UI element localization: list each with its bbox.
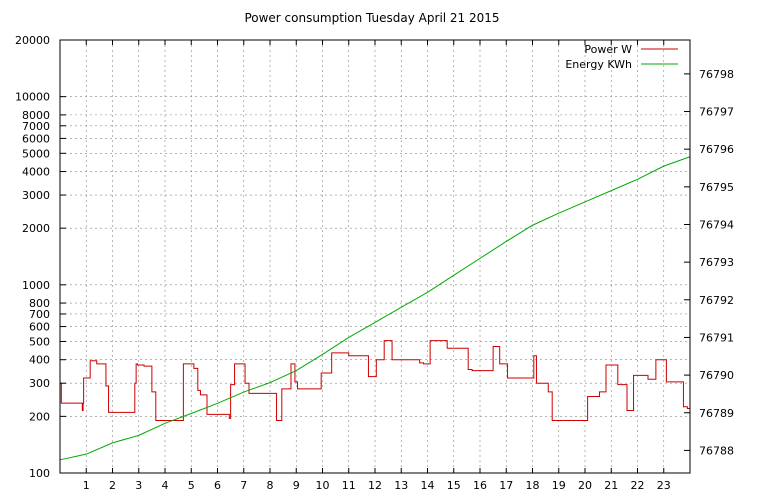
- y-tick-label: 8000: [22, 109, 50, 122]
- x-tick-label: 22: [631, 479, 645, 492]
- x-tick-label: 16: [473, 479, 487, 492]
- y2-tick-label: 76791: [699, 331, 734, 344]
- y-tick-label: 100: [29, 467, 50, 480]
- x-tick-label: 8: [267, 479, 274, 492]
- x-tick-label: 1: [83, 479, 90, 492]
- x-tick-label: 5: [188, 479, 195, 492]
- y2-tick-label: 76788: [699, 444, 734, 457]
- y-tick-label: 1000: [22, 279, 50, 292]
- y-tick-label: 300: [29, 377, 50, 390]
- y-tick-label: 4000: [22, 166, 50, 179]
- x-tick-label: 17: [499, 479, 513, 492]
- y-tick-label: 500: [29, 335, 50, 348]
- grid: [60, 40, 690, 473]
- legend-label: Power W: [584, 43, 632, 56]
- x-tick-label: 12: [368, 479, 382, 492]
- y2-tick-label: 76792: [699, 294, 734, 307]
- y-tick-label: 6000: [22, 132, 50, 145]
- y-tick-label: 200: [29, 410, 50, 423]
- legend-label: Energy KWh: [565, 58, 632, 71]
- x-tick-label: 2: [109, 479, 116, 492]
- y2-tick-label: 76790: [699, 369, 734, 382]
- x-tick-label: 6: [214, 479, 221, 492]
- y-tick-label: 600: [29, 321, 50, 334]
- y2-tick-label: 76789: [699, 407, 734, 420]
- y-tick-label: 2000: [22, 222, 50, 235]
- x-tick-label: 10: [316, 479, 330, 492]
- y-tick-label: 400: [29, 354, 50, 367]
- series-layer: [59, 156, 691, 461]
- power-w-line: [60, 340, 691, 422]
- x-tick-label: 7: [240, 479, 247, 492]
- y-tick-label: 7000: [22, 120, 50, 133]
- y-tick-label: 800: [29, 297, 50, 310]
- x-tick-label: 14: [421, 479, 435, 492]
- y2-tick-label: 76795: [699, 181, 734, 194]
- y-tick-label: 3000: [22, 189, 50, 202]
- y-tick-label: 20000: [15, 34, 50, 47]
- x-tick-label: 23: [657, 479, 671, 492]
- y-tick-label: 10000: [15, 91, 50, 104]
- x-tick-label: 11: [342, 479, 356, 492]
- y2-tick-label: 76797: [699, 106, 734, 119]
- x-tick-label: 20: [578, 479, 592, 492]
- x-tick-label: 4: [162, 479, 169, 492]
- y2-tick-label: 76793: [699, 256, 734, 269]
- y2-tick-label: 76794: [699, 218, 734, 231]
- x-tick-label: 19: [552, 479, 566, 492]
- y-tick-label: 5000: [22, 147, 50, 160]
- y2-tick-label: 76796: [699, 143, 734, 156]
- legend: Power W Energy KWh: [565, 43, 678, 71]
- x-tick-label: 18: [526, 479, 540, 492]
- x-tick-label: 9: [293, 479, 300, 492]
- ticks: 1 2 3 4 5 6 7 8 9 10 11 12 13 14 15 16 17 18 19 20 21 22 23100…: [15, 34, 734, 492]
- x-tick-label: 21: [604, 479, 618, 492]
- chart-title: Power consumption Tuesday April 21 2015: [244, 11, 499, 25]
- y2-tick-label: 76798: [699, 68, 734, 81]
- y-tick-label: 700: [29, 308, 50, 321]
- x-tick-label: 13: [394, 479, 408, 492]
- x-tick-label: 3: [135, 479, 142, 492]
- x-tick-label: 15: [447, 479, 461, 492]
- energy-kwh-line: [59, 156, 691, 461]
